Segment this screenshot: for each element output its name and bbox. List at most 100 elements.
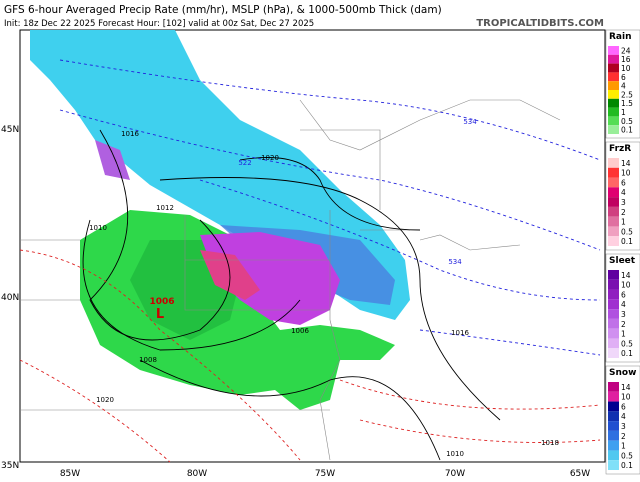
thickness-lines: [59, 59, 601, 356]
isobar-label: 1016: [451, 329, 469, 337]
legend-label: 2: [621, 320, 626, 329]
legend-swatch: [608, 450, 619, 461]
legend-label: 6: [621, 73, 626, 82]
legend-swatch: [608, 270, 619, 280]
legend-swatch: [608, 63, 619, 73]
legend-swatch: [608, 440, 619, 451]
legend-label: 4: [621, 300, 626, 309]
legend-label: 6: [621, 178, 626, 187]
legend-label: 10: [621, 169, 631, 178]
legend-swatch: [608, 401, 619, 412]
legend-swatch: [608, 197, 619, 207]
legend-swatch: [608, 309, 619, 319]
legend-label: 1: [621, 108, 626, 117]
legend-label: 2: [621, 432, 626, 441]
legend-swatch: [608, 90, 619, 99]
isobar-label: 1018: [541, 439, 559, 447]
legend-swatch: [608, 299, 619, 310]
thickness-label: 534: [448, 258, 462, 266]
legend-title: FrzR: [609, 144, 631, 154]
legend-swatch: [608, 318, 619, 329]
legend-swatch: [608, 158, 619, 168]
legend-swatch: [608, 348, 619, 358]
legend-swatch: [608, 72, 619, 82]
legend-label: 0.1: [621, 237, 633, 246]
legend-swatch: [608, 430, 619, 441]
legend-swatch: [608, 107, 619, 117]
legend-swatch: [608, 411, 619, 422]
legend-swatch: [608, 328, 619, 339]
legend-label: 10: [621, 64, 631, 73]
isobar-label: 1016: [121, 130, 139, 138]
legend-label: 1: [621, 218, 626, 227]
x-axis-label: 65W: [570, 469, 590, 479]
legend-swatch: [608, 116, 619, 126]
legend-title: Sleet: [609, 256, 636, 266]
legend-label: 0.1: [621, 126, 633, 135]
y-axis-label: 40N: [1, 293, 19, 303]
legend-label: 4: [621, 188, 626, 197]
legend-label: 14: [621, 271, 631, 280]
site: TROPICALTIDBITS.COM: [476, 18, 604, 29]
y-axis-label: 45N: [1, 125, 19, 135]
legend-label: 0.5: [621, 227, 633, 236]
x-axis-label: 75W: [315, 469, 335, 479]
legend-swatch: [608, 98, 619, 108]
legend-label: 14: [621, 383, 631, 392]
legend-label: 2: [621, 208, 626, 217]
legend-swatch: [608, 125, 619, 134]
legend-swatch: [608, 391, 619, 402]
isobar-label: 1006: [291, 327, 309, 335]
legend-swatch: [608, 236, 619, 246]
legend-label: 0.1: [621, 461, 633, 470]
isobar-label: 1010: [446, 450, 464, 458]
legend-label: 10: [621, 281, 631, 290]
legend-title: Snow: [609, 368, 636, 378]
legend-swatch: [608, 421, 619, 431]
title: GFS 6-hour Averaged Precip Rate (mm/hr),…: [4, 4, 442, 16]
x-axis-label: 70W: [445, 469, 465, 479]
legend-swatch: [608, 167, 619, 178]
sleet-area-north: [95, 140, 130, 180]
legend-label: 16: [621, 55, 631, 64]
legend-label: 4: [621, 82, 626, 91]
legend-label: 6: [621, 402, 626, 411]
legend-label: 14: [621, 159, 631, 168]
legend-label: 1: [621, 442, 626, 451]
legend-label: 4: [621, 412, 626, 421]
legend-swatch: [608, 279, 619, 290]
legend-swatch: [608, 46, 619, 55]
subtitle: Init: 18z Dec 22 2025 Forecast Hour: [10…: [4, 19, 314, 29]
legend-label: 0.1: [621, 349, 633, 358]
legend-swatch: [608, 216, 619, 227]
legend-swatch: [608, 81, 619, 90]
legend-title: Rain: [609, 32, 632, 42]
low-pressure: 1006: [149, 297, 174, 307]
legend-label: 3: [621, 310, 626, 319]
low-symbol: L: [156, 307, 164, 322]
legend-swatch: [608, 289, 619, 300]
legend-label: 1: [621, 330, 626, 339]
isobar-label: 1012: [156, 204, 174, 212]
legend-label: 2.5: [621, 90, 633, 99]
legend-label: 1.5: [621, 99, 633, 108]
x-axis-label: 80W: [187, 469, 207, 479]
legend-swatch: [608, 382, 619, 392]
legend-swatch: [608, 177, 619, 188]
legend-label: 3: [621, 422, 626, 431]
y-axis-label: 35N: [1, 461, 19, 471]
thickness-label: 534: [463, 118, 477, 126]
legend-swatch: [608, 226, 619, 237]
legend-label: 0.5: [621, 117, 633, 126]
legend-swatch: [608, 338, 619, 349]
legend-label: 0.5: [621, 339, 633, 348]
legend-label: 10: [621, 393, 631, 402]
legend-label: 6: [621, 290, 626, 299]
thickness-label: 522: [238, 159, 251, 167]
isobar-label: 1008: [139, 356, 157, 364]
legend-swatch: [608, 54, 619, 64]
isobar-label: 1010: [89, 224, 107, 232]
legend-label: 3: [621, 198, 626, 207]
